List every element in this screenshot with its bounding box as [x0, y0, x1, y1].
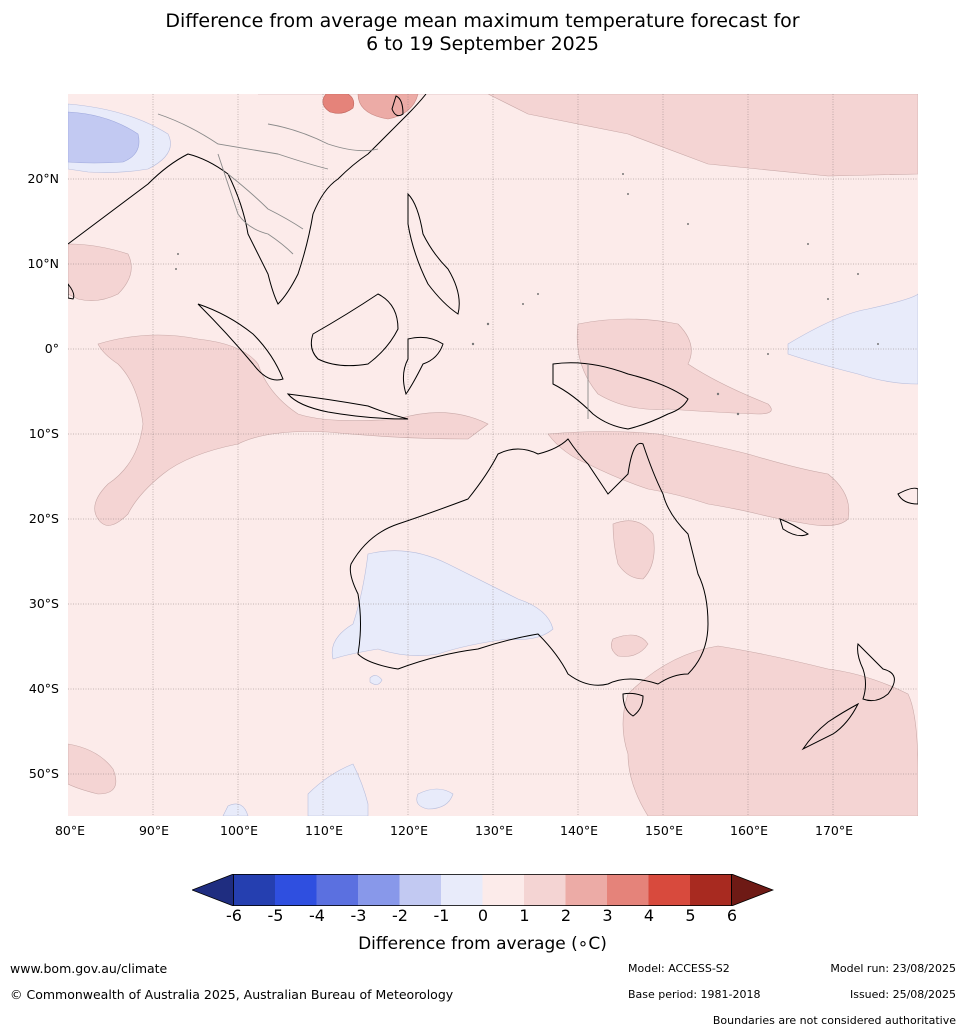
colorbar-tick: -6 — [226, 906, 242, 925]
lon-label-150e: 150°E — [644, 823, 684, 838]
sri-lanka-coastline — [68, 283, 75, 300]
colorbar-tick: 2 — [560, 906, 572, 925]
country-boundaries — [157, 113, 589, 419]
colorbar-swatch — [358, 874, 400, 906]
lat-label-0: 0° — [44, 341, 59, 356]
lon-label-120e: 120°E — [389, 823, 429, 838]
lon-label-100e: 100°E — [219, 823, 259, 838]
lat-label-20s: 20°S — [28, 511, 59, 526]
colorbar-tick: 6 — [726, 906, 738, 925]
mainland-asia-coastline — [68, 94, 427, 305]
colorbar-swatch — [482, 874, 524, 906]
colorbar-swatch — [690, 874, 732, 906]
lat-label-30s: 30°S — [28, 596, 59, 611]
lon-label-130e: 130°E — [474, 823, 514, 838]
colorbar-tick: 3 — [602, 906, 613, 925]
map-title-line1: Difference from average mean maximum tem… — [165, 10, 800, 32]
new-caledonia-coastline — [779, 518, 809, 537]
lat-label-10s: 10°S — [28, 426, 59, 441]
borneo-coastline — [310, 293, 399, 367]
colorbar-tick: -1 — [433, 906, 450, 925]
colorbar-extend-high — [731, 874, 774, 906]
new-guinea-coastline — [552, 362, 689, 430]
lon-label-110e: 110°E — [304, 823, 344, 838]
colorbar-swatch — [607, 874, 649, 906]
boundaries-disclaimer: Boundaries are not considered authoritat… — [712, 1014, 956, 1027]
colorbar-tick: 0 — [477, 906, 489, 925]
base-period: Base period: 1981-2018 — [628, 988, 761, 1001]
lat-label-50s: 50°S — [28, 766, 59, 781]
colorbar-tick: 5 — [685, 906, 696, 925]
lat-label-40s: 40°S — [28, 681, 59, 696]
model-run-date: Model run: 23/08/2025 — [830, 962, 956, 975]
colorbar-tick: -3 — [350, 906, 367, 925]
colorbar-swatch — [275, 874, 317, 906]
colorbar-swatch — [316, 874, 358, 906]
lat-label-10n: 10°N — [27, 256, 59, 271]
new-zealand-north-coastline — [857, 642, 895, 702]
coastlines — [68, 94, 918, 751]
colorbar-outline — [233, 874, 732, 906]
anomaly-1-to-2-region — [68, 94, 918, 816]
lon-label-80e: 80°E — [54, 823, 86, 838]
lat-label-20n: 20°N — [27, 171, 59, 186]
colorbar-swatch — [565, 874, 607, 906]
colorbar-swatch — [648, 874, 690, 906]
philippines-coastline — [407, 192, 460, 315]
lon-label-160e: 160°E — [729, 823, 769, 838]
copyright-notice: © Commonwealth of Australia 2025, Austra… — [10, 987, 454, 1002]
colorbar-swatch — [524, 874, 566, 906]
model-name: Model: ACCESS-S2 — [628, 962, 730, 975]
colorbar-legend — [192, 874, 774, 906]
colorbar-swatch — [233, 874, 275, 906]
colorbar-tick: -2 — [392, 906, 408, 925]
sumatra-coastline — [197, 303, 284, 381]
bom-website-link[interactable]: www.bom.gov.au/climate — [10, 961, 168, 976]
colorbar-label: Difference from average (∘C) — [358, 934, 607, 954]
taiwan-coastline — [391, 95, 404, 117]
map-canvas — [68, 94, 918, 816]
colorbar-swatch — [399, 874, 441, 906]
issued-date: Issued: 25/08/2025 — [849, 988, 956, 1001]
anomaly-minus2-to-minus1-region — [68, 111, 140, 164]
graticule — [68, 94, 918, 816]
lon-label-170e: 170°E — [814, 823, 854, 838]
colorbar-extend-low — [192, 874, 234, 906]
lon-label-140e: 140°E — [559, 823, 599, 838]
map-title: Difference from average mean maximum tem… — [0, 10, 965, 56]
colorbar-tick: -5 — [267, 906, 284, 925]
sulawesi-coastline — [402, 336, 444, 396]
fiji-coastline — [897, 487, 918, 505]
temperature-anomaly-map — [68, 94, 918, 816]
colorbar-tick: -4 — [309, 906, 325, 925]
lon-label-90e: 90°E — [138, 823, 170, 838]
map-title-line2: 6 to 19 September 2025 — [366, 33, 599, 55]
colorbar-tick: 4 — [643, 906, 655, 925]
small-islands — [175, 173, 879, 416]
new-zealand-south-coastline — [801, 702, 860, 751]
java-coastline — [286, 393, 409, 420]
colorbar-tick: 1 — [519, 906, 530, 925]
colorbar-swatch — [441, 874, 483, 906]
australia-coastline — [349, 438, 709, 686]
tasmania-coastline — [622, 692, 644, 717]
